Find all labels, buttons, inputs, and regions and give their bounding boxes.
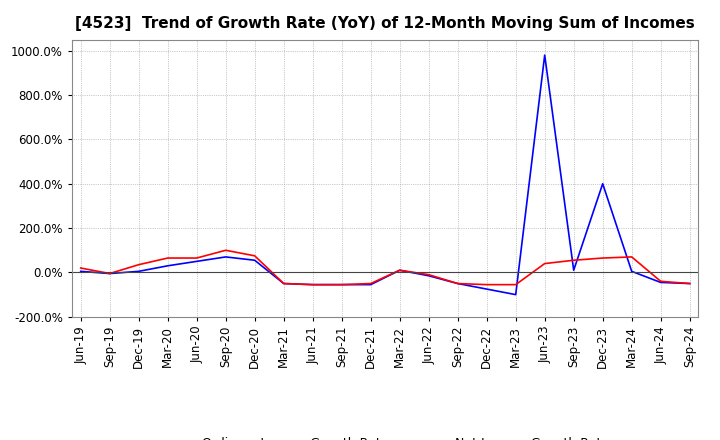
Net Income Growth Rate [221, 248, 230, 253]
Ordinary Income Growth Rate [482, 286, 491, 292]
Net Income Growth Rate [570, 257, 578, 263]
Net Income Growth Rate [192, 255, 201, 260]
Net Income Growth Rate [511, 282, 520, 287]
Net Income Growth Rate [424, 272, 433, 277]
Ordinary Income Growth Rate [308, 282, 317, 287]
Net Income Growth Rate [541, 261, 549, 266]
Net Income Growth Rate [366, 281, 375, 286]
Net Income Growth Rate [251, 253, 259, 258]
Ordinary Income Growth Rate [338, 282, 346, 287]
Ordinary Income Growth Rate [192, 259, 201, 264]
Ordinary Income Growth Rate [627, 269, 636, 274]
Title: [4523]  Trend of Growth Rate (YoY) of 12-Month Moving Sum of Incomes: [4523] Trend of Growth Rate (YoY) of 12-… [76, 16, 695, 32]
Net Income Growth Rate [308, 282, 317, 287]
Ordinary Income Growth Rate [424, 273, 433, 279]
Ordinary Income Growth Rate [541, 52, 549, 58]
Net Income Growth Rate [482, 282, 491, 287]
Net Income Growth Rate [627, 254, 636, 260]
Ordinary Income Growth Rate [76, 269, 85, 274]
Ordinary Income Growth Rate [454, 281, 462, 286]
Ordinary Income Growth Rate [163, 263, 172, 268]
Ordinary Income Growth Rate [135, 269, 143, 274]
Ordinary Income Growth Rate [279, 281, 288, 286]
Net Income Growth Rate [454, 281, 462, 286]
Ordinary Income Growth Rate [366, 282, 375, 287]
Net Income Growth Rate [598, 255, 607, 260]
Net Income Growth Rate [685, 281, 694, 286]
Ordinary Income Growth Rate [511, 292, 520, 297]
Ordinary Income Growth Rate [657, 280, 665, 285]
Net Income Growth Rate [395, 268, 404, 273]
Net Income Growth Rate [135, 262, 143, 268]
Ordinary Income Growth Rate [251, 257, 259, 263]
Line: Ordinary Income Growth Rate: Ordinary Income Growth Rate [81, 55, 690, 295]
Line: Net Income Growth Rate: Net Income Growth Rate [81, 250, 690, 285]
Ordinary Income Growth Rate [685, 281, 694, 286]
Net Income Growth Rate [163, 255, 172, 260]
Legend: Ordinary Income Growth Rate, Net Income Growth Rate: Ordinary Income Growth Rate, Net Income … [156, 432, 614, 440]
Net Income Growth Rate [338, 282, 346, 287]
Ordinary Income Growth Rate [395, 268, 404, 273]
Ordinary Income Growth Rate [598, 181, 607, 187]
Ordinary Income Growth Rate [570, 268, 578, 273]
Net Income Growth Rate [657, 279, 665, 284]
Net Income Growth Rate [105, 271, 114, 276]
Ordinary Income Growth Rate [105, 271, 114, 276]
Net Income Growth Rate [279, 281, 288, 286]
Net Income Growth Rate [76, 265, 85, 271]
Ordinary Income Growth Rate [221, 254, 230, 260]
